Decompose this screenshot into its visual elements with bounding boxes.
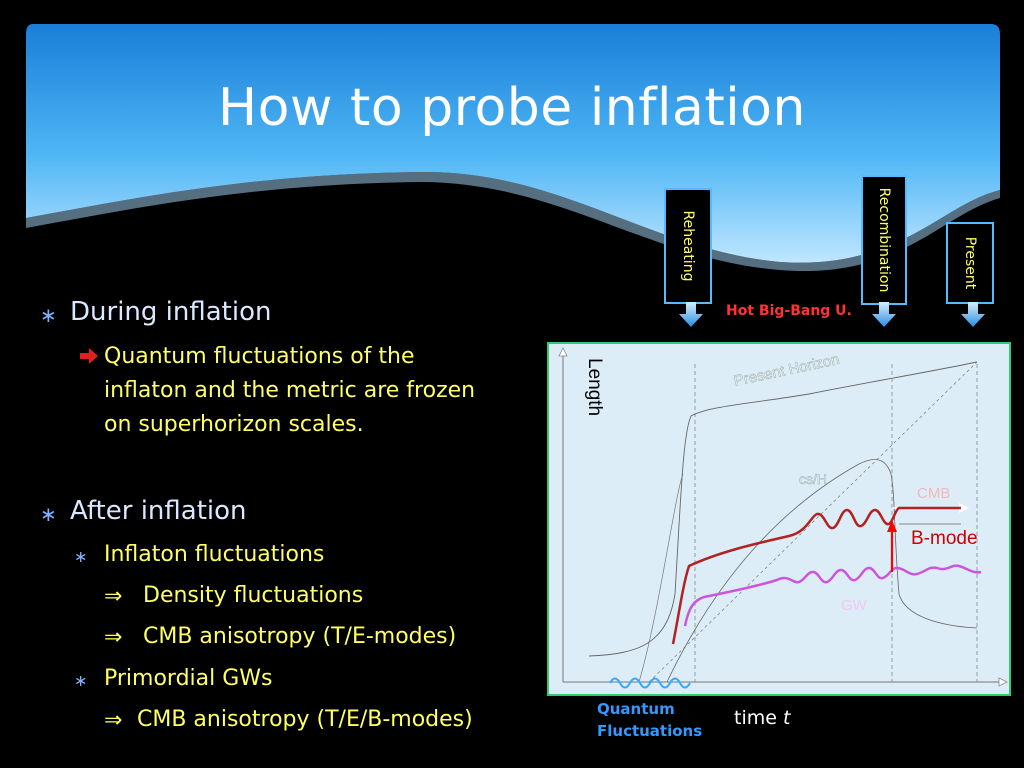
bullet-quantum-fluctuations: Quantum fluctuations of the inflaton and… [104,340,475,442]
epoch-recombination-label: Recombination [876,187,892,293]
time-prefix: time [734,707,783,729]
mode-line [648,361,978,683]
quantum-label-line-1: Quantum [597,700,675,718]
epoch-reheating-box: Reheating [664,188,712,304]
down-arrow-icon [679,302,703,327]
bullet-star-icon: ∗ [74,547,88,566]
red-arrow-bullet-icon [80,348,98,364]
bullet-inflaton-fluctuations: Inflaton fluctuations [104,542,325,567]
epoch-reheating-label: Reheating [680,210,696,282]
bullet-star-icon: ∗ [40,303,57,327]
epoch-present-box: Present [946,222,994,304]
page-title: How to probe inflation [218,78,806,138]
evolution-diagram-panel: Length Present Horizon cs/H CMB B-mode G… [547,342,1011,696]
quantum-label-line-2: Fluctuations [597,722,703,740]
horizon-curve [588,361,978,657]
down-arrow-icon [961,302,985,327]
bmode-label: B-mode [911,528,978,549]
inflation-mode-curve [638,473,684,683]
bullet-density-fluctuations: Density fluctuations [143,583,364,608]
cmb-label: CMB [917,485,950,502]
quantum-wave-icon [609,677,691,689]
bullet-star-icon: ∗ [74,671,88,690]
bullet-primordial-gws: Primordial GWs [104,666,273,691]
sound-horizon-curve [666,459,978,683]
bullet-quantum-line-2: inflaton and the metric are frozen [104,378,476,403]
down-arrow-icon [872,302,896,327]
present-horizon-label: Present Horizon [732,351,841,390]
hot-big-bang-label: Hot Big-Bang U. [726,303,852,319]
gw-curve [683,564,982,627]
bullet-cmb-teb: CMB anisotropy (T/E/B-modes) [137,707,473,732]
evolution-diagram: Length Present Horizon cs/H CMB B-mode G… [558,347,1008,687]
bullet-after-inflation: After inflation [70,496,247,526]
implies-icon: ⇒ [104,625,123,650]
time-axis-label: time t [734,707,790,729]
bullet-quantum-line-3: on superhorizon scales. [104,412,364,437]
sound-horizon-label: cs/H [799,471,827,487]
bullet-cmb-te: CMB anisotropy (T/E-modes) [143,624,457,649]
epoch-present-label: Present [962,236,978,290]
bullet-quantum-line-1: Quantum fluctuations of the [104,344,415,369]
epoch-recombination-box: Recombination [861,175,907,305]
bullet-star-icon: ∗ [40,502,57,526]
bullet-during-inflation: During inflation [70,297,272,327]
implies-icon: ⇒ [104,584,123,609]
gw-label: GW [841,597,868,614]
density-perturbation-curve [671,506,961,645]
implies-icon: ⇒ [104,708,123,733]
quantum-fluctuations-label: Quantum Fluctuations [597,698,702,742]
length-axis-label: Length [584,358,605,416]
time-variable: t [782,707,791,729]
header-background [26,24,1000,272]
